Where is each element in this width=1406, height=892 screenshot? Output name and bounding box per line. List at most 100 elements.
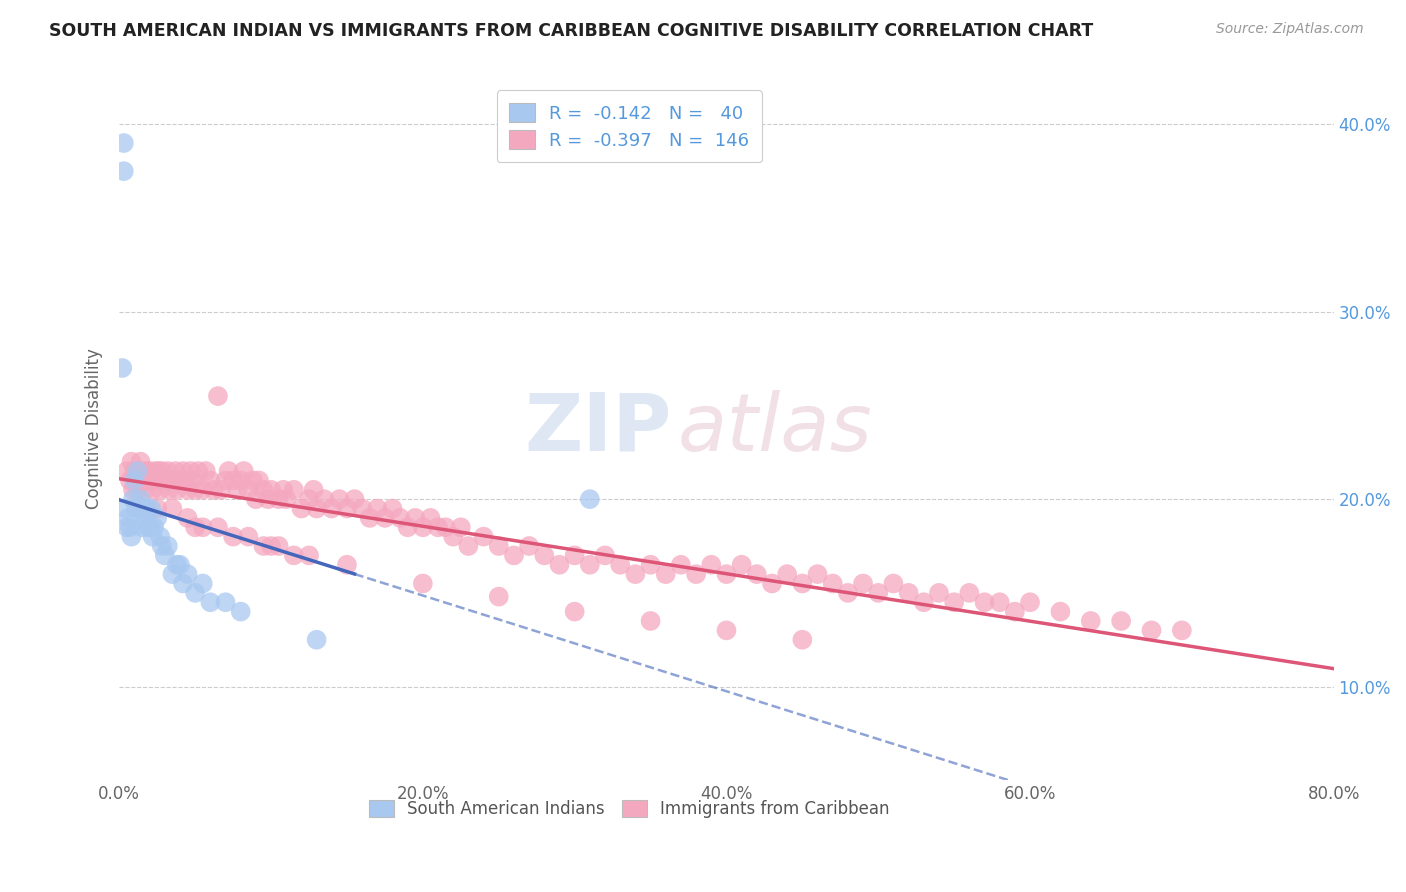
Point: [153, 549, 176, 563]
Point: [1140, 624, 1163, 638]
Point: [988, 595, 1011, 609]
Point: [138, 464, 160, 478]
Point: [700, 558, 723, 572]
Point: [669, 558, 692, 572]
Point: [238, 530, 260, 544]
Point: [136, 520, 159, 534]
Point: [194, 464, 217, 478]
Point: [252, 539, 274, 553]
Point: [128, 501, 150, 516]
Point: [141, 474, 163, 488]
Point: [232, 464, 254, 478]
Point: [191, 576, 214, 591]
Point: [157, 483, 180, 497]
Point: [245, 492, 267, 507]
Point: [150, 464, 173, 478]
Point: [118, 474, 141, 488]
Point: [564, 605, 586, 619]
Point: [149, 483, 172, 497]
Point: [472, 530, 495, 544]
Point: [640, 614, 662, 628]
Text: Source: ZipAtlas.com: Source: ZipAtlas.com: [1216, 22, 1364, 37]
Point: [336, 558, 359, 572]
Point: [191, 520, 214, 534]
Point: [352, 501, 374, 516]
Point: [214, 595, 236, 609]
Point: [298, 492, 321, 507]
Point: [271, 483, 294, 497]
Point: [343, 492, 366, 507]
Point: [148, 464, 170, 478]
Point: [912, 595, 935, 609]
Point: [267, 539, 290, 553]
Point: [252, 483, 274, 497]
Point: [150, 539, 173, 553]
Point: [127, 483, 149, 497]
Point: [172, 576, 194, 591]
Point: [247, 474, 270, 488]
Point: [943, 595, 966, 609]
Point: [897, 586, 920, 600]
Point: [184, 520, 207, 534]
Point: [1171, 624, 1194, 638]
Point: [488, 539, 510, 553]
Point: [184, 483, 207, 497]
Point: [145, 464, 167, 478]
Point: [128, 464, 150, 478]
Point: [169, 474, 191, 488]
Point: [229, 474, 252, 488]
Point: [124, 464, 146, 478]
Point: [127, 464, 149, 478]
Point: [135, 464, 157, 478]
Point: [283, 549, 305, 563]
Point: [1080, 614, 1102, 628]
Point: [882, 576, 904, 591]
Point: [181, 474, 204, 488]
Point: [207, 389, 229, 403]
Point: [609, 558, 631, 572]
Point: [120, 455, 142, 469]
Point: [267, 492, 290, 507]
Point: [412, 576, 434, 591]
Point: [207, 520, 229, 534]
Point: [852, 576, 875, 591]
Point: [776, 567, 799, 582]
Point: [336, 501, 359, 516]
Point: [450, 520, 472, 534]
Point: [149, 530, 172, 544]
Point: [366, 501, 388, 516]
Point: [305, 501, 328, 516]
Point: [142, 530, 165, 544]
Point: [792, 632, 814, 647]
Point: [162, 567, 184, 582]
Point: [118, 520, 141, 534]
Point: [745, 567, 768, 582]
Point: [242, 474, 264, 488]
Point: [172, 464, 194, 478]
Point: [146, 474, 169, 488]
Point: [517, 539, 540, 553]
Point: [209, 483, 232, 497]
Point: [654, 567, 676, 582]
Point: [1109, 614, 1132, 628]
Point: [792, 576, 814, 591]
Point: [730, 558, 752, 572]
Point: [122, 492, 145, 507]
Point: [503, 549, 526, 563]
Point: [359, 511, 381, 525]
Point: [290, 501, 312, 516]
Point: [624, 567, 647, 582]
Point: [441, 530, 464, 544]
Point: [868, 586, 890, 600]
Point: [124, 474, 146, 488]
Point: [176, 567, 198, 582]
Point: [298, 549, 321, 563]
Point: [200, 595, 222, 609]
Point: [238, 483, 260, 497]
Point: [112, 164, 135, 178]
Point: [111, 361, 134, 376]
Point: [328, 492, 350, 507]
Point: [153, 474, 176, 488]
Point: [821, 576, 844, 591]
Point: [685, 567, 707, 582]
